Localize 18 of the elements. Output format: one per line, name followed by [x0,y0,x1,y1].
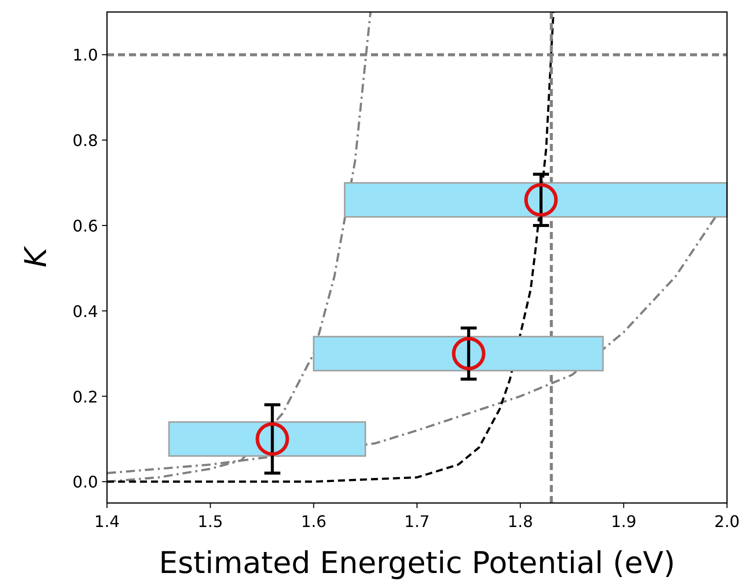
x-tick-label: 2.0 [714,512,740,531]
point [452,336,486,370]
x-tick-label: 1.8 [508,512,534,531]
y-tick-label: 0.4 [72,302,98,321]
x-axis-title: Estimated Energetic Potential (eV) [158,546,676,581]
y-axis-title: K [19,245,54,268]
x-tick-label: 1.4 [94,512,120,531]
x-tick-label: 1.5 [198,512,224,531]
y-tick-label: 1.0 [72,46,98,65]
x-tick-label: 1.6 [300,512,326,531]
x-tick-label: 1.9 [610,512,636,531]
point [524,183,558,217]
x-tick-label: 1.7 [404,512,430,531]
y-tick-label: 0.6 [72,216,98,236]
y-tick-label: 0.2 [72,387,98,406]
point [256,422,290,456]
y-tick-label: 0.8 [72,131,98,150]
y-tick-label: 0.0 [72,472,98,492]
